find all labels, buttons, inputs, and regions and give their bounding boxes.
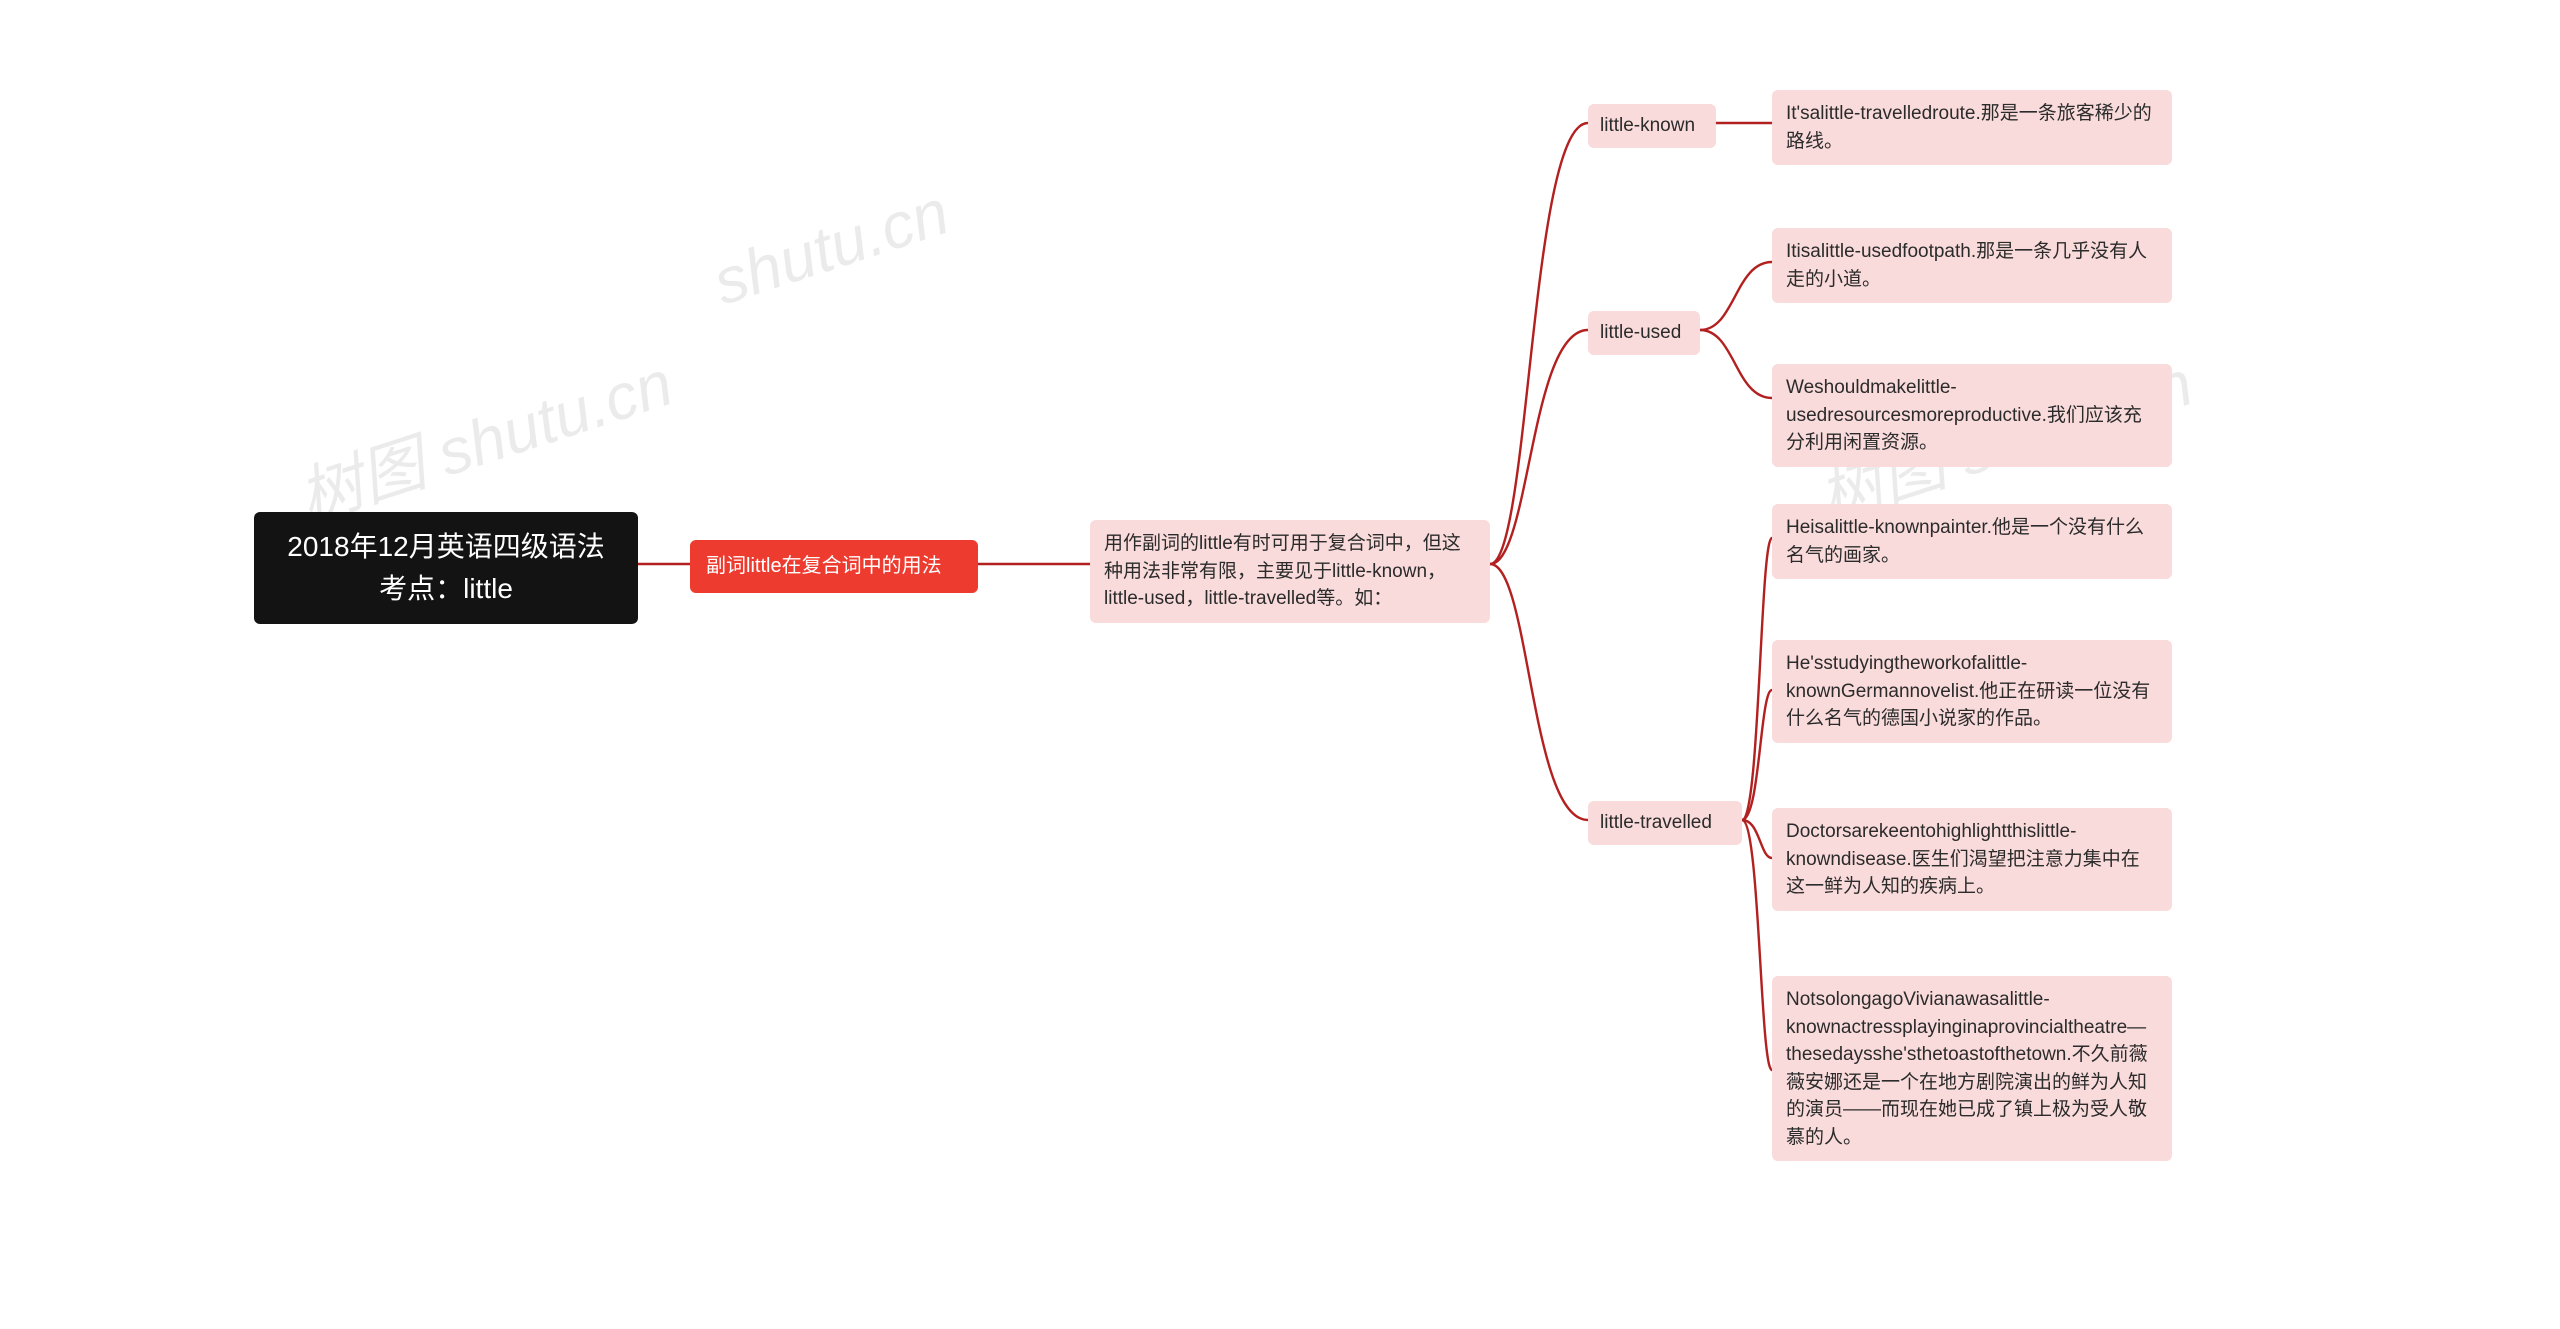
leaf-trav-3: NotsolongagoVivianawasalittle-knownactre… [1772, 976, 2172, 1161]
watermark: shutu.cn [704, 174, 957, 319]
level1-node: 副词little在复合词中的用法 [690, 540, 978, 593]
root-node: 2018年12月英语四级语法 考点：little [254, 512, 638, 624]
leaf-trav-0: Heisalittle-knownpainter.他是一个没有什么名气的画家。 [1772, 504, 2172, 579]
branch-little-travelled: little-travelled [1588, 801, 1742, 845]
root-line2: 考点：little [274, 568, 618, 610]
leaf-trav-2: Doctorsarekeentohighlightthislittle-know… [1772, 808, 2172, 911]
leaf-used-0: Itisalittle-usedfootpath.那是一条几乎没有人走的小道。 [1772, 228, 2172, 303]
leaf-used-1: Weshouldmakelittle-usedresourcesmoreprod… [1772, 364, 2172, 467]
leaf-trav-1: He'sstudyingtheworkofalittle-knownGerman… [1772, 640, 2172, 743]
level2-node: 用作副词的little有时可用于复合词中，但这种用法非常有限，主要见于littl… [1090, 520, 1490, 623]
branch-little-known: little-known [1588, 104, 1716, 148]
branch-little-used: little-used [1588, 311, 1700, 355]
connector-lines [0, 0, 2560, 1329]
root-line1: 2018年12月英语四级语法 [274, 526, 618, 568]
watermark: 树图 shutu.cn [285, 332, 682, 539]
leaf-known-0: It'salittle-travelledroute.那是一条旅客稀少的路线。 [1772, 90, 2172, 165]
